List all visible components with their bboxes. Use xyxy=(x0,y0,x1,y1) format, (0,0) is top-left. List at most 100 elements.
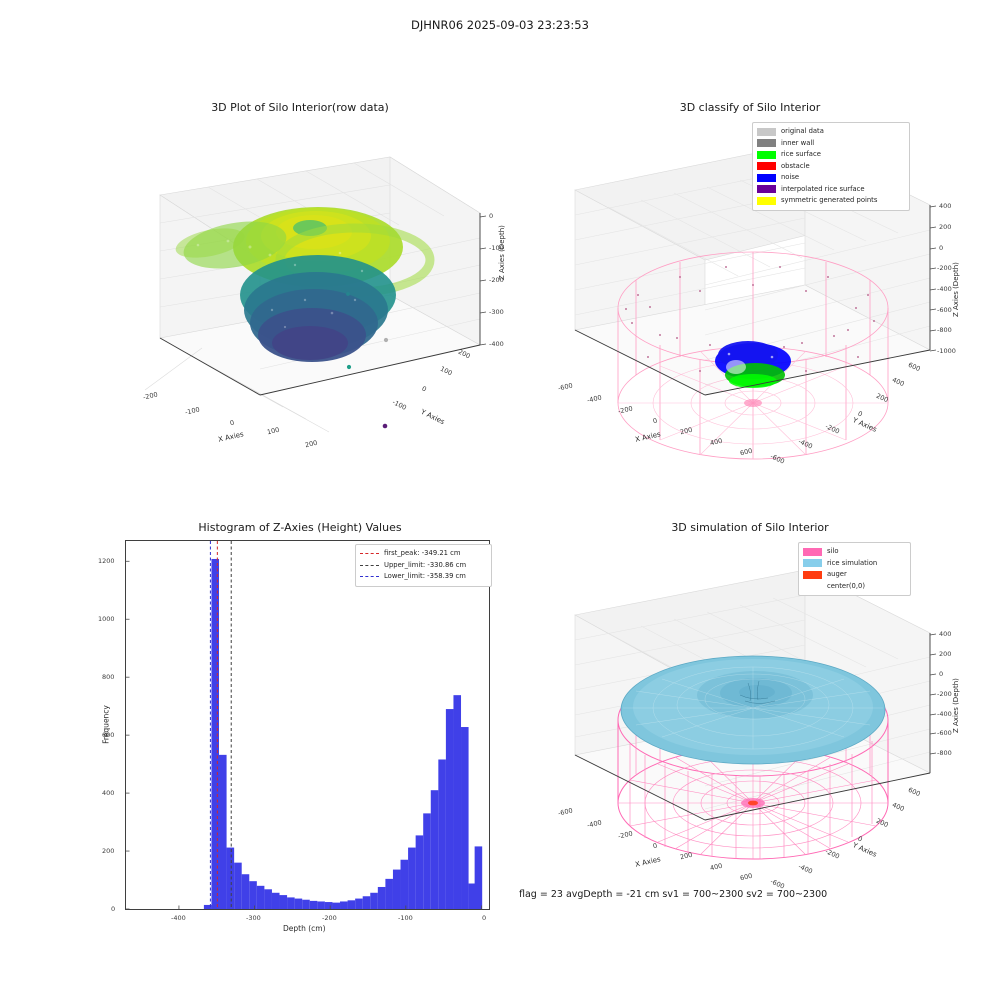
panel3-ytick: 400 xyxy=(102,789,115,797)
panel2-ztick: 400 xyxy=(939,202,952,210)
panel-histogram: Histogram of Z-Axies (Height) Values 0 2… xyxy=(98,515,500,933)
panel4-zlabel: Z Axies (Depth) xyxy=(952,678,960,733)
panel2-zlabel: Z Axies (Depth) xyxy=(952,262,960,317)
panel-3d-simulation: 3D simulation of Silo Interior xyxy=(540,515,960,905)
panel-3d-raw: 3D Plot of Silo Interior(row data) xyxy=(100,95,506,475)
swatch-center xyxy=(803,582,822,590)
panel4-ztick: -800 xyxy=(937,749,952,757)
swatch-obstacle xyxy=(757,162,776,171)
panel1-canvas xyxy=(144,156,487,433)
histogram-bar xyxy=(309,900,318,909)
histogram-bar xyxy=(408,847,416,909)
legend-item: center(0,0) xyxy=(803,581,906,593)
legend-label: symmetric generated points xyxy=(781,196,878,204)
legend-label: inner wall xyxy=(781,138,815,147)
rice-simulation-surface xyxy=(620,655,886,765)
legend-item: original data xyxy=(757,126,905,138)
panel2-ztick: 200 xyxy=(939,223,952,231)
panel1-ztick: 0 xyxy=(489,212,494,220)
histogram-bar xyxy=(438,759,446,909)
panel3-ytick: 0 xyxy=(111,905,116,913)
panel1-zlabel: Z Axies (Depth) xyxy=(498,225,506,280)
histogram-bar xyxy=(400,859,409,909)
legend-label: center(0,0) xyxy=(827,581,865,590)
panel2-ztick: 0 xyxy=(939,244,944,252)
histogram-bar xyxy=(355,898,363,909)
swatch-inner-wall xyxy=(757,139,776,148)
histogram-bar xyxy=(271,892,280,909)
panel3-legend: first_peak: -349.21 cm Upper_limit: -330… xyxy=(355,544,492,587)
histogram-bar xyxy=(226,847,235,909)
panel3-ytick: 600 xyxy=(102,731,115,739)
swatch-rice-simulation xyxy=(803,559,822,568)
histogram-bar xyxy=(256,885,265,909)
histogram-bar xyxy=(203,904,212,909)
panel3-title: Histogram of Z-Axies (Height) Values xyxy=(198,521,402,534)
swatch-symmetric-generated-points xyxy=(757,196,776,205)
histogram-bar xyxy=(468,883,477,909)
legend-item: Upper_limit: -330.86 cm xyxy=(360,560,487,572)
swatch-interpolated-rice-surface xyxy=(757,185,776,194)
panel3-xlabel: Depth (cm) xyxy=(283,924,326,933)
legend-item: auger xyxy=(803,569,906,581)
legend-item: interpolated rice surface xyxy=(757,184,905,196)
panel2-title: 3D classify of Silo Interior xyxy=(679,101,821,114)
histogram-bar xyxy=(241,874,250,909)
panel4-ztick: -600 xyxy=(937,729,952,737)
legend-label: original data xyxy=(781,127,824,135)
histogram-bar xyxy=(445,709,454,909)
legend-item: obstacle xyxy=(757,161,905,173)
legend-label: obstacle xyxy=(781,161,810,170)
panel3-xtick: -300 xyxy=(246,914,261,922)
line-upper-limit xyxy=(360,564,379,566)
histogram-bar xyxy=(423,813,431,909)
legend-label: rice surface xyxy=(781,150,821,158)
point-cloud-raw xyxy=(175,207,435,429)
panel-3d-classify: 3D classify of Silo Interior xyxy=(540,95,960,475)
histogram-bar xyxy=(211,558,220,909)
panel3-ylabel: Frequency xyxy=(101,705,111,744)
histogram-bar xyxy=(392,869,401,909)
swatch-rice-surface xyxy=(757,150,776,159)
panel4-ztick: 0 xyxy=(939,670,944,678)
legend-label: first_peak: -349.21 cm xyxy=(384,549,461,557)
histogram-canvas xyxy=(126,541,483,910)
histogram-bar xyxy=(234,862,242,909)
panel1-ztick: -200 xyxy=(489,276,504,284)
panel2-ztick: -600 xyxy=(937,306,952,314)
legend-item: inner wall xyxy=(757,138,905,150)
histogram-bar xyxy=(340,901,348,909)
legend-item: rice simulation xyxy=(803,558,906,570)
histogram-bar xyxy=(302,899,310,909)
histogram-bar xyxy=(347,900,356,909)
panel1-ztick: -100 xyxy=(489,244,504,252)
panel1-ztick: -300 xyxy=(489,308,504,316)
histogram-bar xyxy=(430,790,439,909)
histogram-bar xyxy=(279,895,288,909)
figure-title: DJHNR06 2025-09-03 23:23:53 xyxy=(411,18,589,32)
panel3-ytick: 800 xyxy=(102,673,115,681)
histogram-bar xyxy=(474,846,483,909)
legend-label: noise xyxy=(781,173,800,181)
panel2-legend: original data inner wall rice surface ob… xyxy=(752,122,910,211)
panel3-xtick: -100 xyxy=(398,914,413,922)
legend-label: Lower_limit: -358.39 cm xyxy=(384,572,466,580)
panel3-xtick: 0 xyxy=(482,914,487,922)
wall-points xyxy=(625,266,875,378)
histogram-bar xyxy=(362,896,371,909)
panel3-ytick: 1200 xyxy=(98,557,115,565)
line-lower-limit xyxy=(360,576,379,578)
panel4-ztick: -200 xyxy=(937,690,952,698)
swatch-silo xyxy=(803,547,822,556)
histogram-bar xyxy=(287,897,295,909)
histogram-bar xyxy=(332,902,341,909)
legend-item: symmetric generated points xyxy=(757,195,905,207)
histogram-bar xyxy=(453,695,462,909)
panel3-xtick: -400 xyxy=(171,914,186,922)
panel4-ztick: 400 xyxy=(939,630,952,638)
histogram-bar xyxy=(317,901,325,909)
legend-item: silo xyxy=(803,546,906,558)
line-first-peak xyxy=(360,553,379,555)
panel1-ztick: -400 xyxy=(489,340,504,348)
panel4-title: 3D simulation of Silo Interior xyxy=(671,521,829,534)
